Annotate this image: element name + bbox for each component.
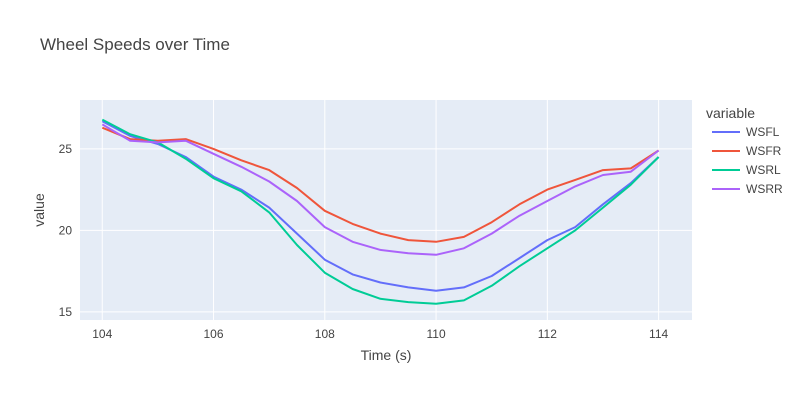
legend: variable WSFL WSFR WSRL WSRR (706, 105, 783, 196)
series-line-wsrl[interactable] (101, 118, 660, 305)
chart-title: Wheel Speeds over Time (40, 35, 230, 54)
series-line-wsrr[interactable] (101, 123, 660, 256)
legend-label: WSRR (746, 182, 783, 196)
legend-item-wsfr[interactable]: WSFR (712, 144, 782, 158)
legend-item-wsfl[interactable]: WSFL (712, 125, 780, 139)
x-tick-label: 106 (204, 327, 224, 341)
series-layer (101, 118, 660, 305)
legend-label: WSRL (746, 163, 781, 177)
legend-item-wsrr[interactable]: WSRR (712, 182, 783, 196)
y-tick-label: 25 (59, 142, 73, 156)
y-tick-label: 20 (59, 223, 73, 237)
legend-items: WSFL WSFR WSRL WSRR (712, 125, 783, 196)
y-tick-label: 15 (59, 305, 73, 319)
x-tick-label: 108 (315, 327, 335, 341)
y-axis-title: value (31, 193, 47, 227)
x-tick-label: 114 (649, 327, 668, 341)
x-tick-label: 104 (92, 327, 112, 341)
series-line-wsfr[interactable] (101, 126, 660, 243)
x-axis-title: Time (s) (361, 347, 412, 363)
series-line-wsfl[interactable] (101, 120, 660, 292)
legend-item-wsrl[interactable]: WSRL (712, 163, 781, 177)
legend-title: variable (706, 105, 755, 121)
legend-label: WSFR (746, 144, 782, 158)
x-tick-label: 110 (427, 327, 446, 341)
tick-labels: 104 106 108 110 112 114 15 20 25 (59, 142, 669, 341)
legend-label: WSFL (746, 125, 780, 139)
x-tick-label: 112 (538, 327, 557, 341)
